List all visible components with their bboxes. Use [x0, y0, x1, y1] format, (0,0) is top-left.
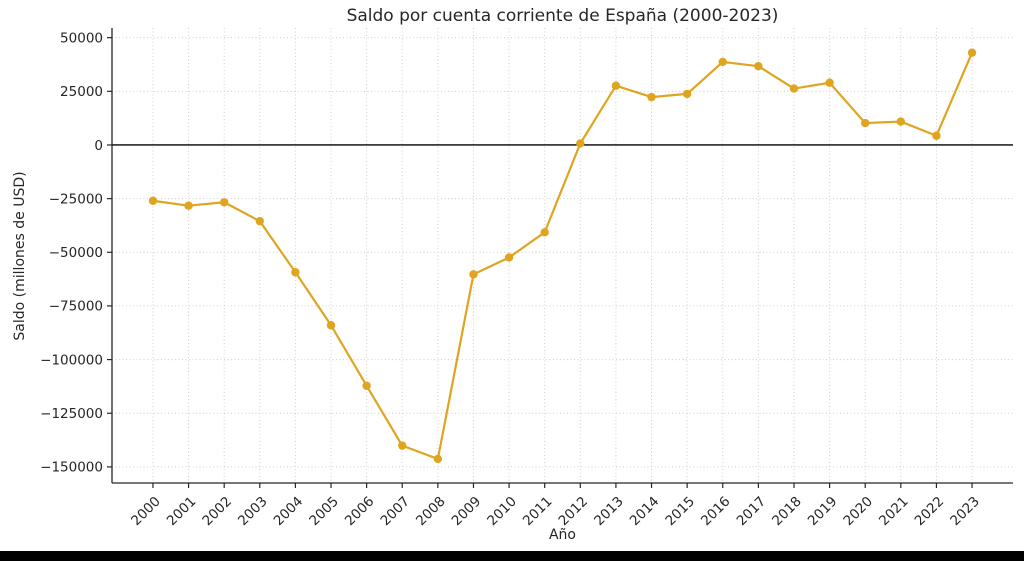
chart-title: Saldo por cuenta corriente de España (20… [346, 6, 779, 26]
gridlines [112, 28, 1013, 483]
data-point [255, 216, 264, 226]
y-tick-label: −25000 [49, 191, 103, 207]
axes-spines [111, 28, 1013, 484]
data-point [469, 270, 478, 279]
data-point [291, 268, 300, 277]
y-tick-label: −50000 [49, 245, 103, 261]
x-tick-label: 2023 [947, 494, 983, 530]
y-tick-label: −75000 [49, 299, 103, 315]
data-point [967, 48, 977, 57]
data-point [398, 441, 407, 450]
data-point [718, 57, 727, 67]
x-tick-label: 2000 [128, 494, 164, 530]
x-tick-label: 2005 [306, 494, 342, 530]
tick-marks [107, 37, 973, 488]
data-point [896, 117, 906, 126]
data-point [362, 381, 371, 390]
data-point-markers [148, 48, 977, 464]
x-tick-label: 2019 [805, 494, 841, 530]
series-line-group [151, 51, 974, 461]
data-point [148, 196, 158, 205]
x-tick-label: 2015 [662, 494, 698, 530]
series-line [151, 51, 974, 461]
data-point [576, 139, 585, 148]
data-point [504, 253, 514, 262]
data-point [682, 89, 692, 99]
y-tick-label: −150000 [40, 460, 103, 476]
x-tick-label: 2022 [912, 494, 948, 530]
y-tick-label: 50000 [60, 30, 103, 46]
data-point [611, 81, 621, 90]
x-tick-label: 2021 [876, 494, 912, 530]
x-tick-label: 2003 [235, 494, 271, 530]
y-tick-label: −125000 [40, 406, 103, 422]
x-axis-label: Año [548, 527, 576, 543]
y-axis-label: Saldo (millones de USD) [12, 171, 28, 341]
bottom-bar [0, 551, 1024, 561]
x-tick-label: 2011 [520, 494, 556, 530]
x-tick-label: 2009 [449, 494, 485, 530]
data-point [932, 131, 941, 140]
x-tick-label: 2001 [164, 494, 200, 530]
x-tick-label: 2002 [199, 494, 235, 530]
x-tick-label: 2008 [413, 494, 449, 530]
x-tick-label: 2010 [484, 494, 520, 530]
x-tick-label: 2013 [591, 494, 627, 530]
y-tick-labels: 50000 25000 0 −25000 −50000 −75000 −100000 −125… [40, 30, 103, 475]
data-point [825, 78, 834, 87]
data-point [754, 62, 763, 71]
data-point [326, 321, 336, 330]
x-tick-labels: 2000 2001 2002 2003 2004 2005 2006 2007 2008 2009… [128, 494, 983, 530]
data-point [433, 454, 443, 464]
x-tick-label: 2006 [342, 494, 378, 530]
y-tick-label: −100000 [40, 352, 103, 368]
x-tick-label: 2014 [627, 494, 663, 530]
data-point [219, 198, 229, 207]
y-tick-label: 0 [94, 138, 103, 154]
x-tick-label: 2007 [377, 494, 413, 530]
data-point [861, 118, 870, 128]
x-tick-label: 2017 [734, 494, 770, 530]
x-tick-label: 2020 [840, 494, 876, 530]
x-tick-label: 2018 [769, 494, 805, 530]
data-point [184, 201, 193, 210]
data-point [789, 84, 799, 93]
data-point [647, 92, 656, 102]
y-tick-label: 25000 [60, 84, 103, 100]
x-tick-label: 2004 [271, 494, 307, 530]
x-tick-label: 2012 [556, 494, 592, 530]
data-point [540, 228, 549, 237]
x-tick-label: 2016 [698, 494, 734, 530]
